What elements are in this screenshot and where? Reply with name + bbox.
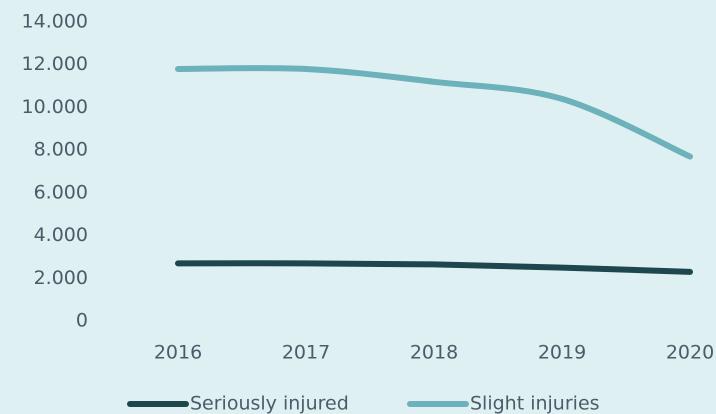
y-tick-label: 12.000 (22, 53, 88, 75)
x-tick-label: 2018 (410, 342, 458, 364)
y-tick-label: 10.000 (22, 96, 88, 118)
x-tick-label: 2020 (666, 342, 714, 364)
x-tick-label: 2016 (154, 342, 202, 364)
x-tick-label: 2019 (538, 342, 586, 364)
x-tick-label: 2017 (282, 342, 330, 364)
series-line (175, 260, 693, 275)
y-tick-label: 14.000 (22, 11, 88, 33)
series-line (175, 65, 693, 160)
legend-label: Seriously injured (190, 393, 349, 414)
y-tick-label: 6.000 (34, 181, 88, 203)
y-tick-label: 4.000 (34, 224, 88, 246)
y-tick-label: 0 (76, 310, 88, 332)
legend-label: Slight injuries (470, 393, 600, 414)
y-tick-label: 8.000 (34, 139, 88, 161)
y-tick-label: 2.000 (34, 267, 88, 289)
